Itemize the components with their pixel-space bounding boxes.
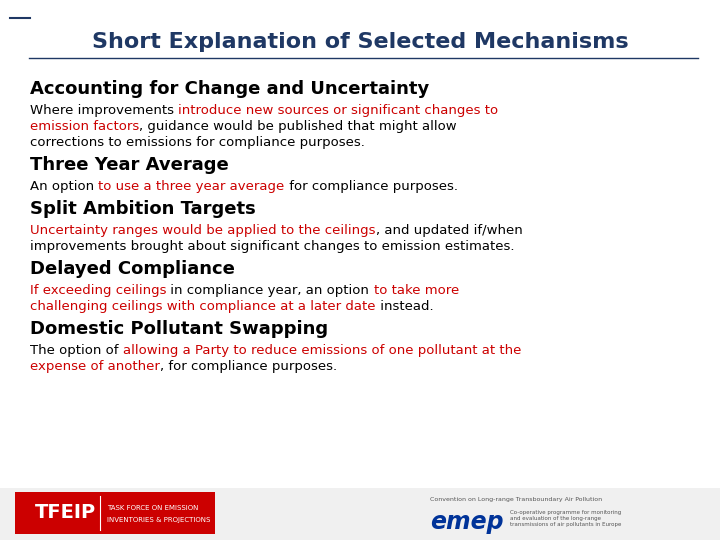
Text: introduce new sources or significant changes to: introduce new sources or significant cha… xyxy=(179,104,498,117)
Text: An option: An option xyxy=(30,180,99,193)
Text: Co-operative programme for monitoring
and evaluation of the long-range
transmiss: Co-operative programme for monitoring an… xyxy=(510,510,621,526)
Text: corrections to emissions for compliance purposes.: corrections to emissions for compliance … xyxy=(30,136,365,149)
Text: Delayed Compliance: Delayed Compliance xyxy=(30,260,235,278)
Text: Split Ambition Targets: Split Ambition Targets xyxy=(30,200,256,218)
Text: , and updated if/when: , and updated if/when xyxy=(376,224,522,237)
Text: TASK FORCE ON EMISSION: TASK FORCE ON EMISSION xyxy=(107,505,199,511)
Text: TFEIP: TFEIP xyxy=(35,503,96,523)
Text: Three Year Average: Three Year Average xyxy=(30,156,229,174)
Text: Accounting for Change and Uncertainty: Accounting for Change and Uncertainty xyxy=(30,80,429,98)
Text: expense of another: expense of another xyxy=(30,360,160,373)
Text: Short Explanation of Selected Mechanisms: Short Explanation of Selected Mechanisms xyxy=(91,32,629,52)
Text: , for compliance purposes.: , for compliance purposes. xyxy=(160,360,337,373)
Text: emep: emep xyxy=(430,510,503,534)
Text: in compliance year, an option: in compliance year, an option xyxy=(166,284,374,297)
Text: Uncertainty ranges would be applied to the ceilings: Uncertainty ranges would be applied to t… xyxy=(30,224,376,237)
Text: The option of: The option of xyxy=(30,344,122,357)
Text: , guidance would be published that might allow: , guidance would be published that might… xyxy=(139,120,457,133)
Text: Domestic Pollutant Swapping: Domestic Pollutant Swapping xyxy=(30,320,328,338)
Bar xyxy=(0,488,720,540)
Text: challenging ceilings with compliance at a later date: challenging ceilings with compliance at … xyxy=(30,300,376,313)
Text: to use a three year average: to use a three year average xyxy=(99,180,284,193)
Text: INVENTORIES & PROJECTIONS: INVENTORIES & PROJECTIONS xyxy=(107,517,210,523)
Text: emission factors: emission factors xyxy=(30,120,139,133)
Text: for compliance purposes.: for compliance purposes. xyxy=(284,180,458,193)
Text: allowing a Party to reduce emissions of one pollutant at the: allowing a Party to reduce emissions of … xyxy=(122,344,521,357)
Text: If exceeding ceilings: If exceeding ceilings xyxy=(30,284,166,297)
Text: Where improvements: Where improvements xyxy=(30,104,179,117)
Text: instead.: instead. xyxy=(376,300,433,313)
Bar xyxy=(15,492,215,534)
Text: to take more: to take more xyxy=(374,284,459,297)
Text: improvements brought about significant changes to emission estimates.: improvements brought about significant c… xyxy=(30,240,515,253)
Text: Convention on Long-range Transboundary Air Pollution: Convention on Long-range Transboundary A… xyxy=(430,497,602,502)
